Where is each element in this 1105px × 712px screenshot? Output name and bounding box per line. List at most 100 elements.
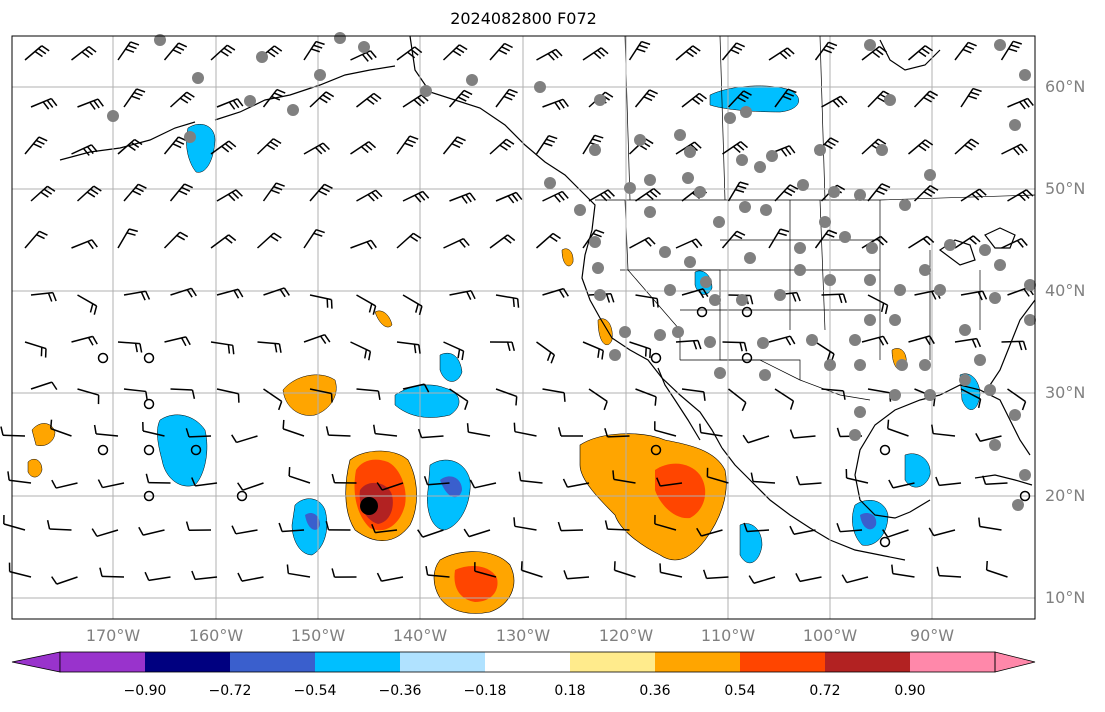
- gray-dot: [694, 186, 706, 198]
- shaded-anomalies: [27, 85, 981, 614]
- wind-barb-flag: [981, 290, 988, 300]
- gray-dot: [654, 329, 666, 341]
- wind-barb-flag: [962, 48, 972, 54]
- wind-barb-flag: [551, 51, 559, 59]
- wind-barb-flag: [563, 392, 566, 402]
- open-circle: [143, 444, 155, 456]
- gray-dot: [1019, 69, 1031, 81]
- wind-barb-flag: [543, 142, 553, 147]
- wind-barb-flag: [603, 401, 608, 411]
- wind-barb: [613, 478, 636, 484]
- wind-barb-flag: [127, 144, 136, 151]
- wind-barb-flag: [557, 192, 565, 201]
- wind-barb-flag: [887, 419, 890, 429]
- wind-barb-flag: [789, 525, 795, 535]
- gray-dot: [824, 274, 836, 286]
- wind-barb-flag: [175, 45, 185, 51]
- wind-barb: [449, 388, 469, 402]
- storm-center-marker: [360, 497, 378, 515]
- wind-barb: [263, 388, 283, 403]
- wind-barb-flag: [1023, 288, 1030, 297]
- wind-barb-flag: [691, 98, 701, 105]
- wind-barb-flag: [91, 239, 98, 248]
- wind-barb: [614, 569, 636, 578]
- wind-barb-flag: [33, 143, 42, 149]
- gray-dot: [334, 32, 346, 44]
- wind-barb-flag: [232, 100, 240, 109]
- wind-barb-flag: [740, 93, 749, 100]
- wind-barb-flag: [267, 50, 276, 58]
- gray-dot: [806, 334, 818, 346]
- wind-barb-flag: [145, 391, 148, 401]
- wind-barb-flag: [975, 190, 983, 199]
- wind-barb-flag: [600, 47, 609, 55]
- wind-barb-flag: [562, 98, 569, 108]
- wind-barb-flag: [558, 289, 565, 298]
- gray-dot: [766, 150, 778, 162]
- wind-barb-flag: [836, 522, 841, 532]
- wind-barb-flag: [824, 143, 833, 150]
- wind-barb-flag: [740, 141, 749, 149]
- wind-barb-flag: [455, 47, 465, 54]
- wind-barb-flag: [184, 183, 193, 189]
- wind-barb-flag: [741, 402, 747, 412]
- wind-barb-flag: [145, 473, 150, 483]
- wind-barb-flag: [404, 142, 414, 148]
- wind-barb: [799, 482, 822, 486]
- wind-barb-flag: [310, 48, 321, 53]
- wind-barb: [793, 435, 816, 439]
- wind-barb-flag: [233, 290, 240, 299]
- wind-barb-flag: [371, 191, 379, 200]
- open-circle: [879, 444, 891, 456]
- wind-barb-flag: [282, 419, 285, 429]
- wind-barb-flag: [321, 187, 330, 193]
- wind-barb-flag: [459, 44, 468, 51]
- colorbar-tick: −0.72: [208, 683, 252, 699]
- wind-barb-flag: [50, 419, 53, 429]
- wind-barb-flag: [86, 146, 94, 155]
- wind-barb-flag: [656, 477, 661, 487]
- wind-barb-flag: [876, 96, 886, 103]
- wind-barb: [867, 388, 890, 394]
- wind-barb-flag: [964, 144, 973, 151]
- wind-barb-flag: [132, 190, 142, 196]
- wind-barb-flag: [7, 471, 10, 481]
- gray-dot: [889, 389, 901, 401]
- wind-barb-flag: [603, 191, 612, 200]
- wind-barb: [654, 523, 677, 531]
- colorbar: [11, 651, 1036, 673]
- wind-barb-flag: [748, 575, 755, 584]
- wind-barb-flag: [90, 188, 99, 195]
- wind-barb-flag: [237, 288, 244, 298]
- wind-barb-flag: [269, 141, 279, 148]
- wind-barb-flag: [789, 184, 799, 190]
- wind-barb: [495, 388, 517, 398]
- wind-barb-flag: [880, 302, 885, 313]
- wind-barb-flag: [93, 185, 102, 192]
- wind-barb: [142, 430, 165, 437]
- wind-barb-flag: [884, 304, 889, 315]
- wind-barb-flag: [936, 566, 940, 576]
- wind-barb-flag: [35, 139, 45, 145]
- wind-barb-flag: [460, 93, 470, 99]
- wind-barb-flag: [515, 396, 518, 406]
- wind-barb-flag: [127, 44, 137, 50]
- lon-label-90: 90°W: [909, 626, 955, 645]
- wind-barb-flag: [368, 351, 372, 361]
- wind-barb-flag: [92, 336, 98, 345]
- open-circle: [879, 536, 891, 548]
- gridlines: [12, 36, 1035, 619]
- wind-barb-flag: [891, 564, 894, 574]
- wind-barb-flag: [288, 467, 291, 477]
- wind-barb-flag: [51, 576, 58, 585]
- wind-barb: [288, 475, 311, 484]
- wind-barb: [753, 576, 776, 584]
- gray-dot: [984, 384, 996, 396]
- wind-barb-flag: [692, 340, 698, 350]
- wind-barb-flag: [324, 183, 333, 189]
- gray-dot: [944, 239, 956, 251]
- wind-barb-flag: [39, 230, 48, 236]
- wind-barb-flag: [789, 400, 795, 410]
- wind-barb-flag: [1021, 401, 1027, 411]
- wind-barb-flag: [876, 238, 885, 246]
